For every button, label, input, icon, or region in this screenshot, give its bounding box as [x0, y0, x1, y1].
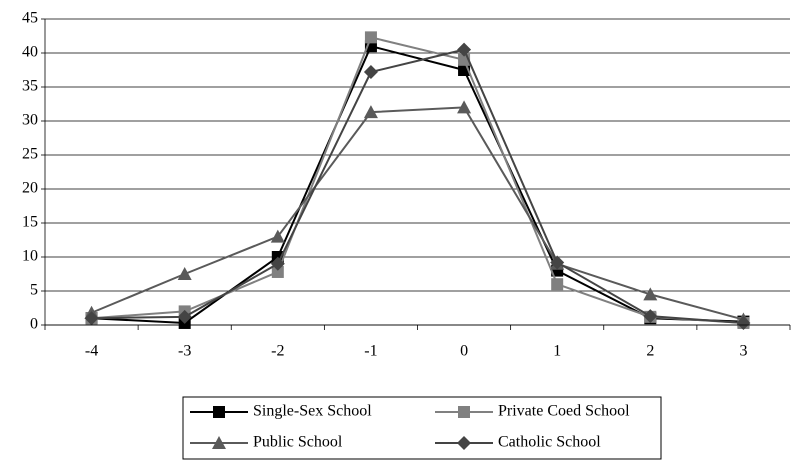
- marker: [363, 105, 378, 119]
- y-tick-label: 45: [22, 10, 38, 27]
- marker: [177, 267, 192, 280]
- marker: [550, 255, 565, 270]
- y-tick-label: 35: [22, 78, 38, 95]
- marker: [457, 100, 472, 114]
- y-tick-label: 10: [22, 248, 38, 265]
- marker: [364, 31, 377, 44]
- y-tick-label: 30: [22, 112, 38, 129]
- marker: [271, 265, 284, 278]
- y-tick-label: 0: [30, 316, 38, 333]
- y-tick-label: 25: [22, 146, 38, 163]
- legend-marker: [212, 436, 226, 449]
- legend-label: Catholic School: [498, 434, 601, 451]
- x-tick-label: -4: [85, 343, 98, 360]
- y-tick-label: 40: [22, 44, 38, 61]
- x-tick-label: 3: [739, 343, 747, 360]
- marker: [363, 65, 378, 80]
- legend-label: Public School: [253, 434, 343, 451]
- y-tick-label: 5: [30, 282, 38, 299]
- marker: [84, 311, 99, 326]
- x-tick-label: 0: [460, 343, 468, 360]
- x-tick-label: 2: [646, 343, 654, 360]
- y-tick-label: 20: [22, 180, 38, 197]
- x-tick-label: -2: [271, 343, 284, 360]
- legend-marker: [458, 406, 470, 418]
- x-tick-label: -1: [364, 343, 377, 360]
- marker: [270, 256, 285, 271]
- legend-box: [182, 396, 662, 460]
- marker: [736, 315, 751, 330]
- x-tick-label: -3: [178, 343, 191, 360]
- y-tick-label: 15: [22, 214, 38, 231]
- marker: [177, 309, 192, 324]
- series-line: [91, 45, 744, 324]
- marker: [270, 229, 285, 243]
- legend-label: Single-Sex School: [253, 403, 372, 420]
- series-line: [91, 106, 744, 321]
- marker: [643, 309, 658, 324]
- marker: [457, 42, 472, 57]
- series-line: [91, 48, 744, 324]
- legend-marker: [213, 406, 225, 418]
- legend-marker: [457, 436, 471, 450]
- x-tick-label: 1: [553, 343, 561, 360]
- legend-label: Private Coed School: [498, 403, 630, 420]
- series-line: [91, 36, 744, 324]
- marker: [643, 287, 658, 301]
- marker: [551, 278, 564, 291]
